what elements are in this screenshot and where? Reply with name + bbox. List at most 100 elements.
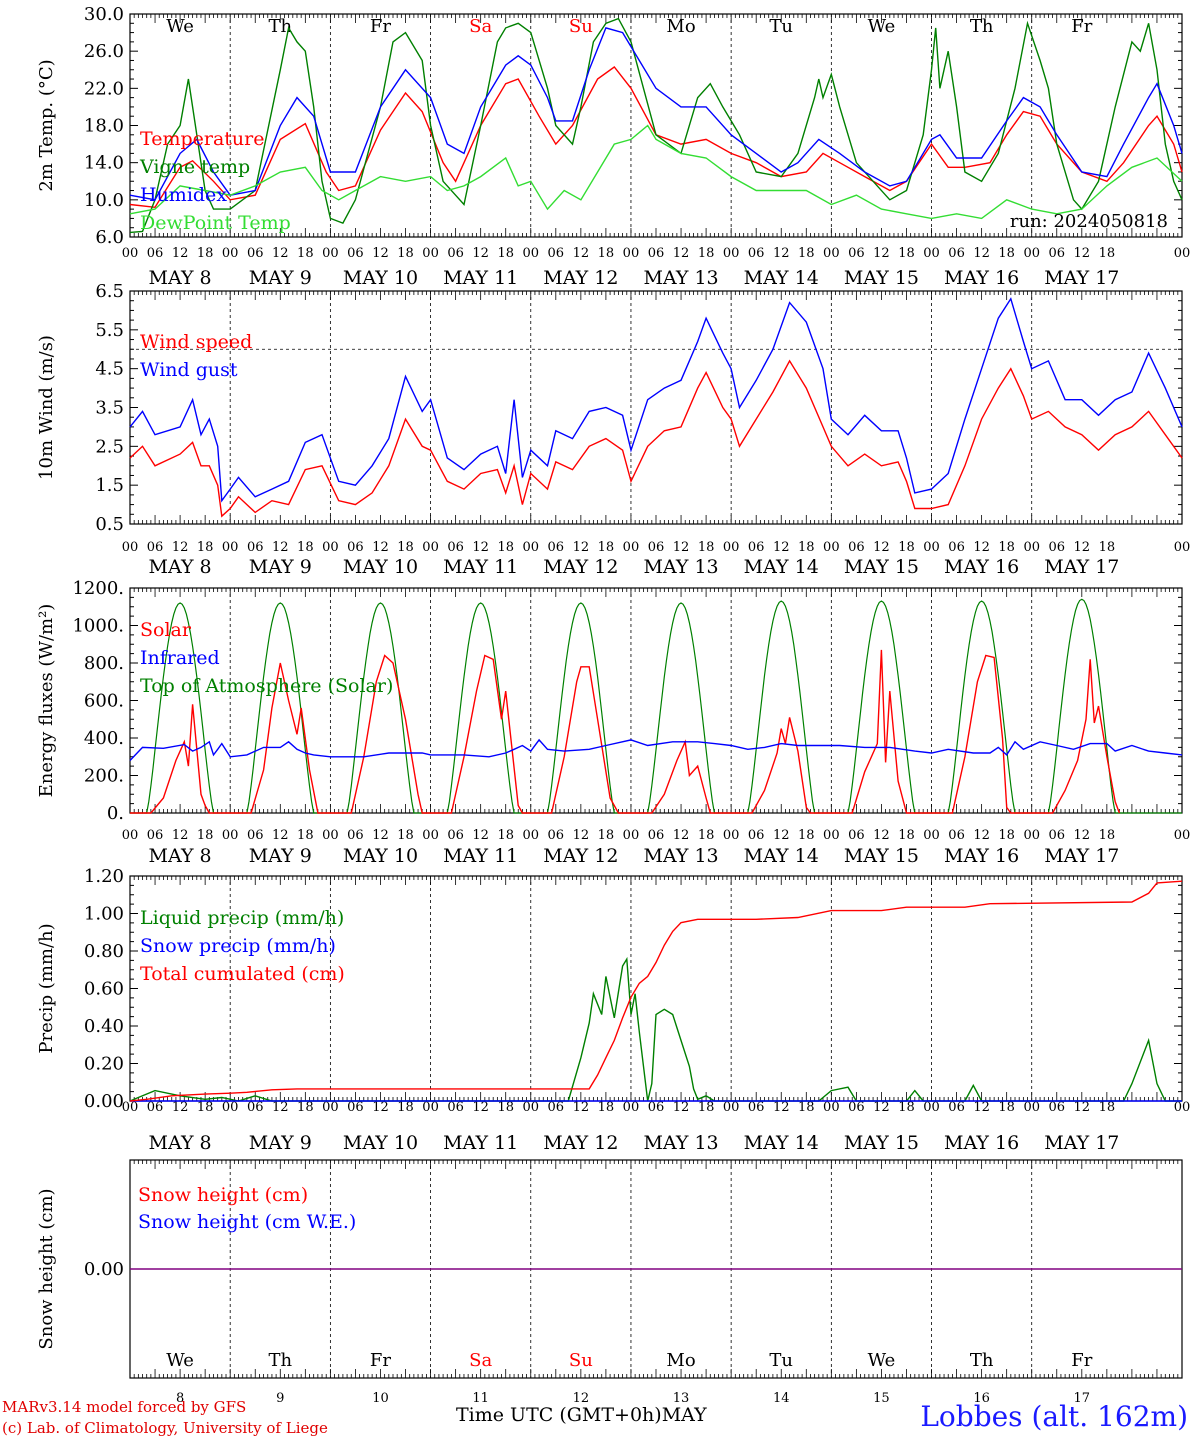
legend-entry: Vigne temp xyxy=(139,156,250,178)
hour-label: 06 xyxy=(247,540,264,555)
hour-label: 00 xyxy=(1023,540,1040,555)
date-label: MAY 9 xyxy=(249,1132,312,1154)
hour-label: 18 xyxy=(698,246,715,261)
hour-label: 12 xyxy=(873,828,890,843)
hour-label: 12 xyxy=(873,246,890,261)
legend-entry: Solar xyxy=(140,619,192,641)
hour-label: 00 xyxy=(522,246,539,261)
hour-label: 06 xyxy=(548,1100,565,1115)
hour-label: 00 xyxy=(222,828,239,843)
hour-label: 12 xyxy=(1074,540,1091,555)
hour-label: 12 xyxy=(773,828,790,843)
hour-label: 00 xyxy=(1023,1100,1040,1115)
hour-label: 06 xyxy=(347,1100,364,1115)
day-name: Sa xyxy=(469,16,492,37)
date-label: MAY 9 xyxy=(249,845,312,867)
y-tick-label: 1000. xyxy=(72,616,124,637)
hour-label: 18 xyxy=(297,828,314,843)
hour-label: 06 xyxy=(648,246,665,261)
hour-label: 18 xyxy=(998,828,1015,843)
series-dewpoint-temp xyxy=(129,124,1183,220)
date-label: MAY 8 xyxy=(149,1132,212,1154)
hour-label: 06 xyxy=(447,828,464,843)
hour-label: 00 xyxy=(923,540,940,555)
hour-label: 06 xyxy=(848,540,865,555)
hour-label: 18 xyxy=(798,828,815,843)
date-label: MAY 14 xyxy=(744,1132,819,1154)
legend-entry: Total cumulated (cm) xyxy=(140,963,345,985)
hour-label: 12 xyxy=(372,1100,389,1115)
panel-3: 0. 200. 400. 600. 800. 1000. 1200. Energy fluxe… xyxy=(36,578,1190,867)
hour-label: 18 xyxy=(397,540,414,555)
hour-label: 12 xyxy=(673,246,690,261)
day-name: Fr xyxy=(370,16,391,37)
date-label: MAY 14 xyxy=(744,267,819,289)
hour-label: 06 xyxy=(147,246,164,261)
hour-label: 06 xyxy=(948,1100,965,1115)
hour-label: 18 xyxy=(998,246,1015,261)
date-label: MAY 8 xyxy=(149,267,212,289)
y-tick-label: 0.80 xyxy=(84,941,124,962)
hour-label: 18 xyxy=(497,246,514,261)
hour-label: 12 xyxy=(873,540,890,555)
hour-label: 00 xyxy=(1174,1100,1191,1115)
hour-label: 12 xyxy=(372,246,389,261)
day-number: 17 xyxy=(1074,1391,1091,1406)
legend-entry: DewPoint Temp xyxy=(140,212,291,234)
hour-label: 18 xyxy=(598,828,615,843)
series-humidex xyxy=(129,27,1183,201)
hour-label: 00 xyxy=(623,246,640,261)
hour-label: 12 xyxy=(1074,246,1091,261)
y-tick-label: 0.5 xyxy=(95,514,124,535)
hour-label: 00 xyxy=(723,540,740,555)
date-label: MAY 10 xyxy=(343,267,418,289)
day-name: Su xyxy=(569,16,593,37)
day-name: Mo xyxy=(666,16,695,37)
y-tick-label: 0.00 xyxy=(84,1091,124,1112)
y-axis-label: Precip (mm/h) xyxy=(36,923,57,1053)
date-label: MAY 16 xyxy=(944,556,1019,578)
hour-label: 12 xyxy=(472,1100,489,1115)
hour-label: 18 xyxy=(998,540,1015,555)
hour-label: 18 xyxy=(497,828,514,843)
y-tick-label: 1200. xyxy=(72,578,124,599)
hour-label: 12 xyxy=(272,246,289,261)
hour-label: 06 xyxy=(948,540,965,555)
date-label: MAY 13 xyxy=(643,1132,718,1154)
hour-label: 00 xyxy=(422,1100,439,1115)
hour-label: 06 xyxy=(1048,828,1065,843)
hour-label: 12 xyxy=(773,1100,790,1115)
hour-label: 12 xyxy=(1074,828,1091,843)
panel-1: 6.0 10.0 14.0 18.0 22.0 26.0 30.0 2m Temp. (°C)… xyxy=(36,4,1190,289)
hour-label: 00 xyxy=(1174,828,1191,843)
date-label: MAY 16 xyxy=(944,1132,1019,1154)
y-tick-label: 400. xyxy=(84,728,124,749)
hour-label: 18 xyxy=(598,1100,615,1115)
hour-label: 00 xyxy=(623,540,640,555)
model-credit: MARv3.14 model forced by GFS xyxy=(2,1398,247,1416)
hour-label: 06 xyxy=(447,246,464,261)
y-tick-label: 14.0 xyxy=(84,153,124,174)
hour-label: 18 xyxy=(698,1100,715,1115)
y-tick-label: 30.0 xyxy=(84,4,124,25)
hour-label: 06 xyxy=(347,540,364,555)
hour-label: 00 xyxy=(823,246,840,261)
hour-label: 12 xyxy=(673,828,690,843)
y-tick-label: 4.5 xyxy=(95,359,124,380)
hour-label: 18 xyxy=(698,828,715,843)
plot-frame xyxy=(129,290,1183,525)
hour-label: 12 xyxy=(372,540,389,555)
day-number: 13 xyxy=(673,1391,690,1406)
day-name: We xyxy=(868,1350,896,1371)
y-axis-label: 2m Temp. (°C) xyxy=(36,59,57,191)
hour-label: 18 xyxy=(297,540,314,555)
hour-label: 00 xyxy=(623,828,640,843)
y-tick-label: 1.00 xyxy=(84,904,124,925)
date-label: MAY 17 xyxy=(1044,556,1119,578)
hour-label: 06 xyxy=(848,828,865,843)
date-label: MAY 14 xyxy=(744,845,819,867)
hour-label: 00 xyxy=(122,1100,139,1115)
hour-label: 00 xyxy=(322,540,339,555)
hour-label: 00 xyxy=(522,540,539,555)
hour-label: 06 xyxy=(748,246,765,261)
